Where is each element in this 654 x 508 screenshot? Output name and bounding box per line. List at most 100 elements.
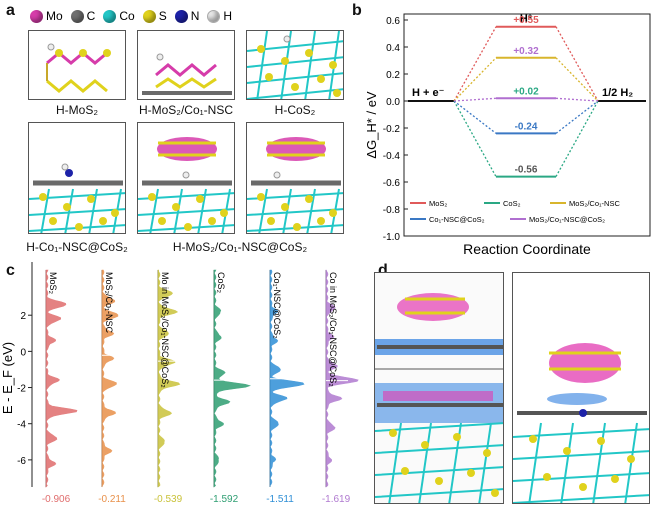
structure-label-mos2-co1nsc: H-MoS₂/Co₁-NSC bbox=[138, 103, 234, 117]
c-ytick-label-4: -6 bbox=[17, 456, 26, 467]
dos-chart: E - E_F (eV) 2 0 -2 -4 -6 MoS₂ -0.906 MoS₂/Co₁… bbox=[0, 262, 359, 505]
c-center-value-1: -0.211 bbox=[98, 494, 126, 505]
c-ytick-label-0: 2 bbox=[20, 311, 26, 322]
b-ytick-label-2: 0.2 bbox=[386, 70, 400, 81]
b-legend-label-3: Co₁-NSC@CoS₂ bbox=[429, 215, 485, 224]
legend-mo: Mo bbox=[30, 9, 63, 23]
structure-label-cos2: H-CoS₂ bbox=[274, 103, 316, 117]
legend-s-label: S bbox=[158, 9, 167, 23]
b-ytick-label-3: 0.0 bbox=[386, 97, 400, 108]
b-connector-right-2 bbox=[555, 57, 599, 102]
b-ytick-label-5: -0.4 bbox=[383, 151, 401, 162]
b-connector-right-4 bbox=[555, 97, 599, 102]
mos2-co1nsc-cos2-structure-image-1 bbox=[138, 137, 234, 233]
structure-mos2-co1nsc-box bbox=[137, 30, 235, 100]
c-dos-area-0 bbox=[45, 269, 78, 488]
mos2-co1nsc-structure-image bbox=[142, 53, 232, 95]
structure-co1nsc-cos2-box bbox=[28, 122, 126, 234]
cos2-structure-image bbox=[247, 31, 343, 99]
h-atom-swatch bbox=[207, 9, 221, 23]
c-center-value-3: -1.592 bbox=[210, 494, 239, 505]
b-ytick-label-8: -1.0 bbox=[383, 232, 401, 243]
legend-c: C bbox=[70, 9, 96, 23]
legend-n-label: N bbox=[190, 9, 200, 23]
b-connector-left-2 bbox=[453, 57, 497, 102]
b-value-label-0: +0.55 bbox=[513, 15, 539, 26]
chart-c-ylabel: E - E_F (eV) bbox=[0, 342, 15, 414]
c-dos-area-2 bbox=[157, 269, 181, 488]
panel-a-letter: a bbox=[6, 2, 15, 19]
c-center-value-2: -0.539 bbox=[154, 494, 183, 505]
c-ytick-label-1: 0 bbox=[20, 347, 26, 358]
charge-density-box-2 bbox=[512, 272, 650, 504]
n-atom-swatch bbox=[174, 9, 188, 23]
b-connector-right-3 bbox=[555, 100, 599, 134]
mo-atom-swatch bbox=[30, 9, 43, 23]
chart-b-ylabel: ΔG_H* / eV bbox=[364, 91, 379, 159]
panel-b-letter: b bbox=[352, 2, 362, 19]
b-ytick-label-1: 0.4 bbox=[386, 43, 400, 54]
legend-h-label: H bbox=[223, 9, 233, 23]
co1nsc-cos2-structure-image bbox=[29, 163, 125, 233]
b-connector-left-0 bbox=[453, 26, 497, 102]
b-ytick-label-6: -0.6 bbox=[383, 178, 401, 189]
structure-label-co1nsc-cos2: H-Co₁-NSC@CoS₂ bbox=[26, 240, 128, 254]
structure-mos2-box bbox=[28, 30, 126, 100]
co-atom-swatch bbox=[103, 9, 117, 23]
b-connector-right-1 bbox=[555, 100, 599, 177]
b-connector-left-1 bbox=[453, 100, 497, 177]
b-value-label-4: +0.02 bbox=[513, 86, 539, 97]
legend-c-label: C bbox=[86, 9, 96, 23]
b-ytick-label-0: 0.6 bbox=[386, 16, 400, 27]
c-series-name-5: Co in MoS₂/Co₁-NSC@CoS₂ bbox=[328, 272, 338, 387]
atom-legend: Mo C Co S N H bbox=[30, 6, 232, 26]
c-series-name-3: CoS₂ bbox=[216, 272, 226, 294]
structure-label-mos2: H-MoS₂ bbox=[56, 103, 98, 117]
legend-co: Co bbox=[103, 9, 135, 23]
charge-density-box-1 bbox=[374, 272, 504, 504]
c-ytick-label-3: -4 bbox=[17, 420, 26, 431]
s-atom-swatch bbox=[142, 9, 156, 23]
structure-mos2-co1nsc-cos2-box-1 bbox=[137, 122, 235, 234]
charge-density-image-1 bbox=[375, 293, 503, 503]
b-value-label-1: -0.56 bbox=[515, 165, 538, 176]
right-level-label: 1/2 H₂ bbox=[602, 87, 633, 99]
c-series-name-2: Mo in MoS₂/Co₁-NSC@CoS₂ bbox=[160, 272, 170, 388]
panel-d-letter: d bbox=[378, 262, 388, 279]
legend-co-label: Co bbox=[119, 9, 135, 23]
structure-label-mos2-co1nsc-cos2: H-MoS₂/Co₁-NSC@CoS₂ bbox=[172, 240, 308, 254]
c-dos-area-5 bbox=[325, 269, 359, 488]
chart-b-frame bbox=[403, 13, 651, 237]
chart-b-xlabel: Reaction Coordinate bbox=[463, 241, 591, 257]
mos2-co1nsc-cos2-structure-image-2 bbox=[247, 137, 343, 233]
c-center-value-4: -1.511 bbox=[266, 494, 294, 505]
b-legend-label-2: MoS₂/Co₁-NSC bbox=[569, 199, 620, 208]
c-series-name-4: Co₁-NSC@CoS₂ bbox=[272, 272, 282, 339]
legend-s: S bbox=[142, 9, 167, 23]
legend-mo-label: Mo bbox=[46, 9, 63, 23]
left-level-label: H + e⁻ bbox=[412, 87, 445, 99]
c-dos-area-1 bbox=[101, 269, 119, 488]
c-atom-swatch bbox=[70, 9, 84, 23]
c-series-name-1: MoS₂/Co₁-NSC bbox=[104, 272, 114, 334]
mos2-structure-image bbox=[46, 43, 111, 93]
c-series-name-0: MoS₂ bbox=[48, 272, 58, 295]
structure-cos2-box bbox=[246, 30, 344, 100]
b-ytick-label-4: -0.2 bbox=[383, 124, 401, 135]
h-star-label: H* bbox=[520, 13, 533, 25]
b-legend-label-1: CoS₂ bbox=[503, 199, 521, 208]
b-ytick-label-7: -0.8 bbox=[383, 205, 401, 216]
b-value-label-3: -0.24 bbox=[515, 121, 538, 132]
free-energy-chart: ΔG_H* / eV Reaction Coordinate 0.6 0.4 0.2… bbox=[364, 13, 651, 257]
b-connector-left-3 bbox=[453, 100, 497, 134]
b-connector-left-4 bbox=[453, 97, 497, 102]
c-center-value-0: -0.906 bbox=[42, 494, 71, 505]
legend-n: N bbox=[174, 9, 200, 23]
legend-h: H bbox=[207, 9, 232, 23]
b-value-label-2: +0.32 bbox=[513, 46, 539, 57]
b-legend-label-0: MoS₂ bbox=[429, 199, 447, 208]
c-dos-area-3 bbox=[213, 269, 251, 488]
structure-mos2-co1nsc-cos2-box-2 bbox=[246, 122, 344, 234]
panel-c-letter: c bbox=[6, 262, 15, 279]
charge-density-image-2 bbox=[513, 343, 649, 503]
